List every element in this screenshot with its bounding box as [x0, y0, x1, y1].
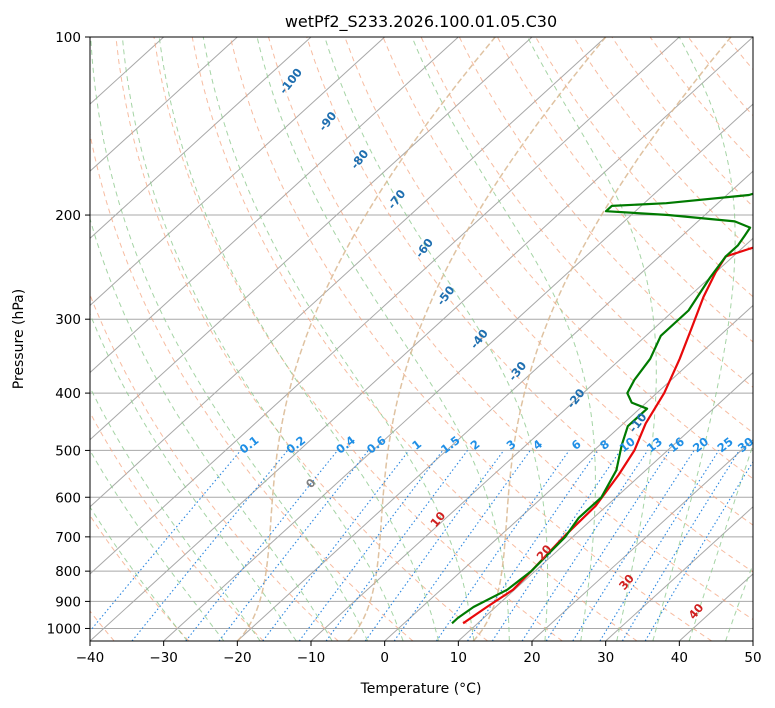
x-tick-label: 30	[597, 650, 614, 666]
isotherm-gridline	[236, 170, 753, 641]
dewpoint-profile	[451, 192, 753, 625]
y-axis-label: Pressure (hPa)	[11, 289, 27, 389]
moist-adiabat	[90, 217, 333, 641]
x-tick-label: 0	[380, 650, 389, 666]
chart-title: wetPf2_S233.2026.100.01.05.C30	[285, 12, 557, 32]
moist-adiabat	[90, 37, 369, 641]
moist-adiabat	[121, 37, 404, 641]
dry-adiabat	[191, 37, 638, 641]
x-tick-label: 40	[671, 650, 688, 666]
mixing-ratio-line	[262, 450, 410, 641]
x-tick-label: 10	[450, 650, 467, 666]
dry-adiabat	[765, 37, 775, 641]
y-tick-label: 800	[55, 564, 81, 580]
background-lines	[90, 37, 775, 641]
mixing-ratio-line	[467, 450, 599, 641]
mixing-ratio-line	[521, 450, 649, 641]
theta-e-curve	[236, 37, 496, 641]
dry-adiabat	[229, 37, 712, 641]
moist-adiabat	[688, 443, 753, 641]
y-tick-label: 200	[55, 208, 81, 224]
mixing-ratio-line	[325, 450, 468, 641]
dry-adiabat	[115, 37, 488, 641]
dry-adiabat	[344, 37, 753, 526]
moist-adiabat	[256, 37, 510, 641]
y-tick-label: 400	[55, 386, 81, 402]
moist-adiabat	[90, 449, 225, 641]
moist-adiabat	[202, 37, 475, 641]
x-axis: −40 −30 −20 −10 0 10 20 30 40 50	[76, 641, 762, 666]
y-tick-label: 700	[55, 530, 81, 546]
dry-adiabat	[153, 37, 563, 641]
mixing-ratio-line	[393, 450, 531, 641]
mixing-ratio-line	[90, 450, 242, 632]
y-axis: 100 200 300 400 500 600 700 800 900 1000	[47, 30, 90, 637]
isotherm-gridline	[90, 37, 607, 508]
mixing-ratio-line	[545, 450, 671, 641]
dry-adiabat	[90, 514, 190, 641]
plot-frame	[89, 36, 754, 642]
isotherm-gridline	[531, 438, 753, 641]
dry-adiabat	[496, 37, 753, 343]
x-tick-label: −10	[297, 650, 326, 666]
dry-adiabat	[268, 37, 753, 621]
isotherm-gridline	[90, 37, 680, 575]
isotherm-gridline	[310, 237, 753, 641]
moist-adiabat	[90, 312, 297, 641]
mixing-ratio-line	[621, 450, 740, 641]
y-tick-label: 1000	[47, 621, 81, 637]
dry-adiabat	[90, 411, 264, 641]
mixing-ratio-line	[435, 450, 570, 641]
isotherm-gridline	[163, 103, 753, 641]
theta-e-curve	[472, 37, 732, 641]
y-tick-label: 900	[55, 594, 81, 610]
moist-adiabat	[158, 37, 439, 641]
x-axis-label: Temperature (°C)	[360, 681, 482, 697]
x-tick-label: −40	[76, 650, 105, 666]
y-tick-label: 600	[55, 490, 81, 506]
isotherm-gridline	[457, 371, 753, 641]
mixing-ratio-line	[491, 450, 621, 641]
isotherm-gridline	[90, 37, 312, 240]
moist-adiabat	[90, 386, 261, 641]
dry-adiabat	[306, 37, 753, 573]
dry-adiabat	[458, 37, 753, 388]
mixing-ratio-line	[599, 450, 720, 641]
mixing-ratio-line	[131, 450, 289, 641]
x-tick-label: 50	[744, 650, 761, 666]
theta-e-curve	[347, 37, 607, 641]
isotherm-gridline	[90, 37, 533, 441]
mixing-ratio-line	[185, 450, 339, 641]
x-tick-label: 20	[523, 650, 540, 666]
mixing-ratio-line	[572, 450, 695, 641]
isotherm-gridline	[384, 304, 753, 641]
isotherm-gridline	[90, 37, 753, 641]
moist-adiabat	[324, 37, 549, 641]
isotherm-gridline	[90, 37, 386, 307]
isotherm-gridline	[90, 37, 238, 172]
isotherm-gridline	[90, 37, 459, 374]
moist-adiabat	[411, 37, 596, 641]
y-tick-label: 100	[55, 30, 81, 46]
y-tick-label: 300	[55, 312, 81, 328]
series-lines	[451, 192, 753, 625]
mixing-ratio-line	[364, 450, 505, 641]
dry-adiabat	[90, 131, 414, 641]
x-tick-label: −20	[223, 650, 252, 666]
isotherm-gridline	[752, 640, 753, 641]
dry-adiabat	[90, 293, 339, 641]
moist-adiabat	[652, 37, 736, 641]
isotherm-gridline	[605, 506, 753, 641]
x-tick-label: −30	[149, 650, 178, 666]
y-tick-label: 500	[55, 443, 81, 459]
mixing-ratio-line	[298, 450, 444, 641]
